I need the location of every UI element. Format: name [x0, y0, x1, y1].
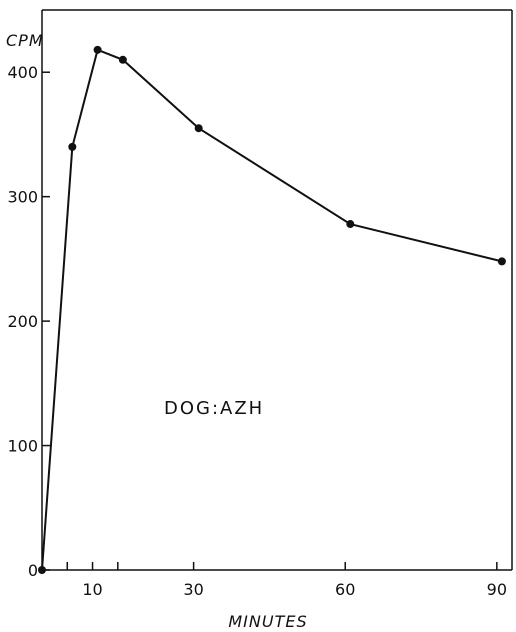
data-point [68, 142, 77, 151]
y-tick-label: 300 [7, 188, 38, 207]
annotation-label: DOG:AZH [164, 398, 264, 419]
y-tick-label: 200 [7, 312, 38, 331]
series-line [41, 48, 503, 571]
x-tick-label: 90 [487, 580, 507, 599]
y-ticks: 0 100 200 300 400 [7, 63, 50, 580]
y-tick-label: 400 [7, 63, 38, 82]
data-point [346, 220, 355, 229]
data-point [93, 45, 102, 54]
y-tick-label: 0 [28, 561, 38, 580]
data-point [497, 257, 506, 266]
data-point [38, 566, 46, 574]
x-ticks: 10 30 60 90 [66, 562, 507, 599]
data-point [194, 124, 203, 133]
x-tick-label: 60 [335, 580, 355, 599]
data-point [118, 55, 127, 64]
x-tick-label: 10 [82, 580, 102, 599]
y-tick-label: 100 [7, 437, 38, 456]
x-axis-title: MINUTES [228, 612, 307, 631]
x-tick-label: 30 [183, 580, 203, 599]
y-axis-title: CPM [6, 31, 44, 50]
series-layer [38, 45, 506, 574]
plot-frame [41, 9, 513, 571]
